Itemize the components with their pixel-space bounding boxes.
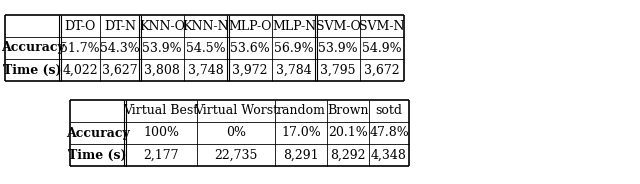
Text: DT-O: DT-O [64,20,96,33]
Text: Time (s): Time (s) [3,63,61,77]
Text: random: random [276,105,325,118]
Text: MLP-O: MLP-O [228,20,272,33]
Text: DT-N: DT-N [104,20,136,33]
Text: 3,748: 3,748 [188,63,224,77]
Text: 54.3%: 54.3% [100,42,140,54]
Text: 100%: 100% [143,127,179,139]
Text: 3,784: 3,784 [276,63,312,77]
Text: 3,972: 3,972 [232,63,268,77]
Text: 20.1%: 20.1% [328,127,368,139]
Text: sotd: sotd [376,105,403,118]
Text: 53.9%: 53.9% [142,42,182,54]
Text: 4,022: 4,022 [62,63,98,77]
Text: 53.9%: 53.9% [318,42,358,54]
Text: 8,292: 8,292 [330,148,365,162]
Text: 53.6%: 53.6% [230,42,270,54]
Text: 51.7%: 51.7% [60,42,100,54]
Text: KNN-O: KNN-O [139,20,185,33]
Text: Accuracy: Accuracy [66,127,129,139]
Text: MLP-N: MLP-N [272,20,316,33]
Text: 47.8%: 47.8% [369,127,409,139]
Text: Brown: Brown [327,105,369,118]
Text: 56.9%: 56.9% [274,42,314,54]
Text: Virtual Worst: Virtual Worst [194,105,278,118]
Text: 3,808: 3,808 [144,63,180,77]
Text: SVM-N: SVM-N [359,20,404,33]
Text: 4,348: 4,348 [371,148,407,162]
Text: Virtual Best: Virtual Best [124,105,198,118]
Text: 3,795: 3,795 [320,63,356,77]
Text: 17.0%: 17.0% [281,127,321,139]
Text: Time (s): Time (s) [68,148,127,162]
Text: 8,291: 8,291 [283,148,319,162]
Text: 2,177: 2,177 [143,148,179,162]
Text: 54.9%: 54.9% [362,42,402,54]
Text: 22,735: 22,735 [214,148,258,162]
Text: 3,672: 3,672 [364,63,400,77]
Text: KNN-N: KNN-N [182,20,229,33]
Text: Accuracy: Accuracy [1,42,65,54]
Text: 54.5%: 54.5% [186,42,226,54]
Text: SVM-O: SVM-O [316,20,360,33]
Text: 3,627: 3,627 [102,63,138,77]
Text: 0%: 0% [226,127,246,139]
